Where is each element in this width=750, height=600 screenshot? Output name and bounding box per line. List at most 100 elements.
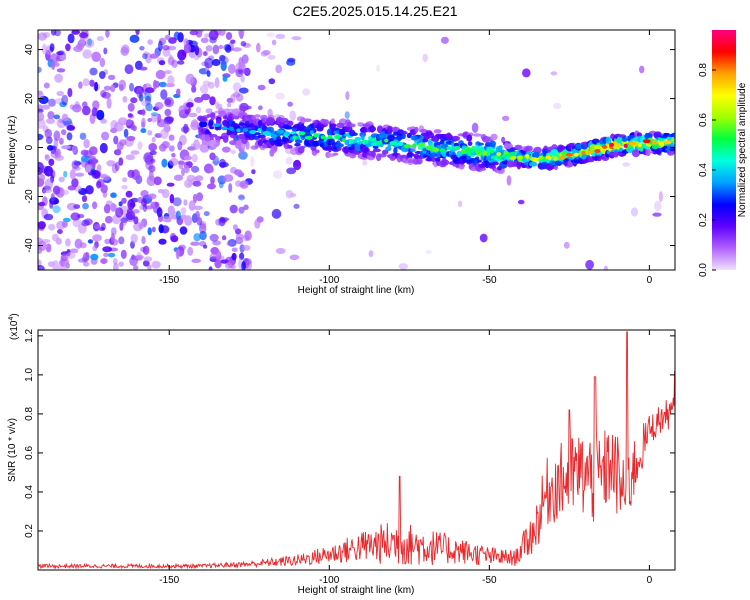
noise-cell — [267, 54, 276, 60]
noise-cell — [141, 117, 146, 128]
ridge-core-cell — [489, 149, 495, 154]
spectrogram-x-tick-label: -100 — [319, 275, 339, 286]
noise-cell — [147, 130, 153, 136]
ridge-cell — [204, 129, 210, 135]
noise-cell — [167, 205, 175, 216]
noise-cell — [53, 199, 59, 205]
noise-cell — [100, 258, 108, 264]
noise-cell — [200, 37, 209, 44]
noise-cell — [85, 164, 91, 173]
noise-cell — [187, 182, 192, 187]
noise-cell — [185, 73, 195, 85]
noise-cell — [177, 141, 183, 151]
noise-cell — [85, 185, 94, 195]
noise-cell — [191, 153, 198, 163]
ridge-cell — [628, 135, 636, 139]
noise-cell — [140, 190, 149, 198]
ridge-core-cell — [348, 139, 354, 143]
ridge-cell — [489, 140, 496, 148]
ridge-core-cell — [397, 142, 404, 146]
noise-cell — [506, 175, 512, 186]
noise-cell — [240, 41, 247, 47]
ridge-core-cell — [432, 147, 440, 152]
noise-cell — [100, 118, 107, 124]
noise-cell — [168, 134, 175, 141]
noise-cell — [79, 32, 89, 39]
noise-cell — [89, 155, 97, 167]
ridge-cell — [446, 132, 452, 140]
noise-cell — [66, 132, 73, 141]
noise-cell — [173, 174, 184, 181]
noise-cell — [110, 232, 115, 243]
noise-cell — [53, 114, 61, 120]
ridge-cell — [336, 122, 345, 129]
noise-cell — [241, 54, 249, 64]
ridge-core-cell — [482, 151, 488, 156]
noise-cell — [71, 178, 79, 188]
noise-cell — [82, 49, 92, 59]
noise-cell — [52, 260, 59, 270]
noise-cell — [202, 80, 211, 87]
ridge-core-cell — [368, 137, 377, 142]
spectrogram-x-tick-label: 0 — [647, 275, 653, 286]
noise-cell — [209, 96, 216, 106]
noise-cell — [275, 33, 286, 40]
noise-cell — [54, 30, 61, 37]
ridge-core-cell — [292, 135, 298, 140]
noise-cell — [231, 247, 238, 253]
noise-cell — [235, 180, 242, 188]
spectrogram-x-axis-label: Height of straight line (km) — [298, 285, 415, 296]
noise-cell — [222, 75, 228, 82]
ridge-cell — [362, 123, 371, 128]
noise-cell — [194, 45, 200, 56]
noise-cell — [67, 185, 77, 191]
ridge-cell — [533, 151, 540, 158]
noise-cell — [92, 234, 102, 242]
noise-cell — [199, 223, 207, 234]
noise-cell — [133, 222, 143, 232]
noise-cell — [286, 167, 297, 175]
ridge-core-cell — [651, 140, 656, 145]
noise-cell — [92, 100, 100, 110]
ridge-cell — [335, 143, 344, 148]
ridge-core-cell — [439, 148, 446, 153]
noise-cell — [147, 118, 153, 122]
noise-cell — [132, 265, 139, 270]
noise-cell — [192, 205, 203, 211]
colorbar-ticks: 0.0 0.2 0.4 0.6 0.8 — [698, 63, 716, 277]
noise-cell — [38, 221, 46, 230]
noise-cell — [226, 241, 234, 246]
noise-cell — [46, 118, 55, 124]
ridge-cell — [504, 143, 513, 149]
snr-scale-exponent: 4 — [8, 317, 15, 321]
noise-cell — [160, 89, 168, 100]
noise-cell — [79, 132, 87, 140]
ridge-cell — [294, 142, 301, 147]
noise-cell — [99, 71, 106, 79]
noise-cell — [190, 143, 196, 149]
noise-cell — [202, 51, 208, 56]
colorbar-tick-label: 0.6 — [698, 113, 709, 127]
ridge-cell — [354, 143, 362, 152]
noise-cell — [227, 258, 235, 268]
snr-background — [38, 330, 675, 570]
ridge-cell — [516, 161, 522, 170]
noise-cell — [102, 246, 112, 253]
ridge-cell — [477, 159, 482, 163]
ridge-cell — [360, 134, 365, 141]
noise-cell — [218, 216, 226, 227]
ridge-cell — [239, 122, 246, 126]
noise-cell — [91, 51, 101, 62]
ridge-cell — [419, 128, 428, 133]
noise-cell — [48, 158, 55, 166]
noise-cell — [127, 169, 135, 178]
noise-cell — [82, 101, 88, 109]
ridge-core-cell — [475, 150, 481, 154]
colorbar: 0.0 0.2 0.4 0.6 0.8 Normalized spectral ampl… — [698, 30, 748, 277]
noise-cell — [62, 113, 68, 122]
noise-cell — [227, 102, 232, 108]
ridge-cell — [209, 140, 217, 146]
ridge-cell — [315, 149, 320, 154]
noise-cell — [195, 192, 204, 202]
noise-cell — [144, 92, 152, 102]
